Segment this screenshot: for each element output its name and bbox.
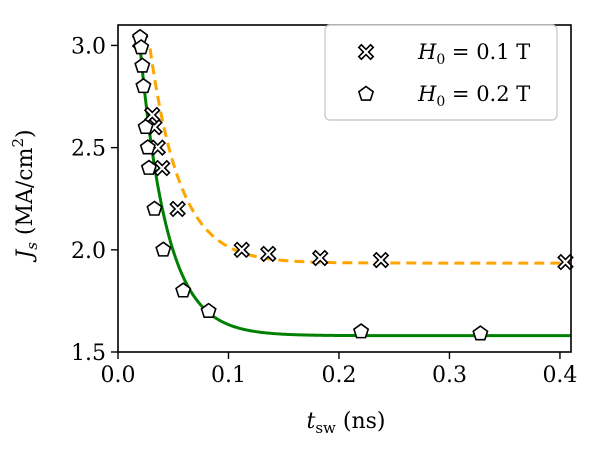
data-point-x — [169, 200, 186, 218]
data-point-x — [557, 253, 574, 271]
y-tick-label: 2.5 — [71, 137, 106, 162]
legend-entry-h0-0.1: H0 = 0.1 T — [417, 40, 530, 68]
data-point-pentagon — [352, 323, 370, 339]
x-tick-label: 0.1 — [211, 363, 246, 388]
x-tick-label: 0.3 — [432, 363, 467, 388]
y-tick-label: 3.0 — [71, 34, 106, 59]
data-point-pentagon — [137, 118, 154, 135]
x-tick-label: 0.2 — [321, 363, 356, 388]
y-tick-label: 2.0 — [71, 239, 106, 264]
data-markers — [131, 28, 574, 341]
data-point-x — [259, 245, 277, 263]
data-point-x — [233, 241, 251, 259]
legend-pentagon-shape — [357, 85, 375, 101]
data-point-pentagon — [146, 200, 163, 216]
y-axis-label: Js (MA/cm2) — [9, 129, 41, 262]
x-tick-label: 0.4 — [542, 363, 577, 388]
data-point-pentagon — [155, 241, 172, 257]
data-point-pentagon — [200, 302, 217, 318]
data-point-pentagon — [175, 282, 192, 298]
legend-marker-pentagon — [357, 85, 375, 101]
fit-curve-0 — [148, 48, 571, 265]
legend-entry-h0-0.2: H0 = 0.2 T — [417, 82, 530, 110]
data-point-pentagon — [139, 139, 156, 155]
x-tick-label: 0.0 — [101, 363, 136, 388]
data-point-pentagon — [140, 159, 158, 175]
data-point-x — [153, 159, 171, 177]
data-point-pentagon — [133, 38, 150, 55]
x-axis-label: tsw (ns) — [306, 409, 385, 437]
data-point-pentagon — [135, 77, 152, 94]
y-tick-label: 1.5 — [71, 341, 106, 366]
data-point-x — [372, 251, 390, 269]
legend-marker-x — [357, 43, 375, 61]
data-point-pentagon — [134, 57, 151, 73]
legend-x-shape — [357, 43, 375, 61]
legend: H0 = 0.1 T H0 = 0.2 T — [324, 24, 558, 121]
data-point-x — [311, 249, 329, 267]
axis-ticks: 0.0 0.1 0.2 0.3 0.4 1.5 2.0 2.5 3.0 — [71, 34, 577, 388]
legend-box — [324, 24, 558, 121]
data-point-pentagon — [472, 325, 489, 341]
